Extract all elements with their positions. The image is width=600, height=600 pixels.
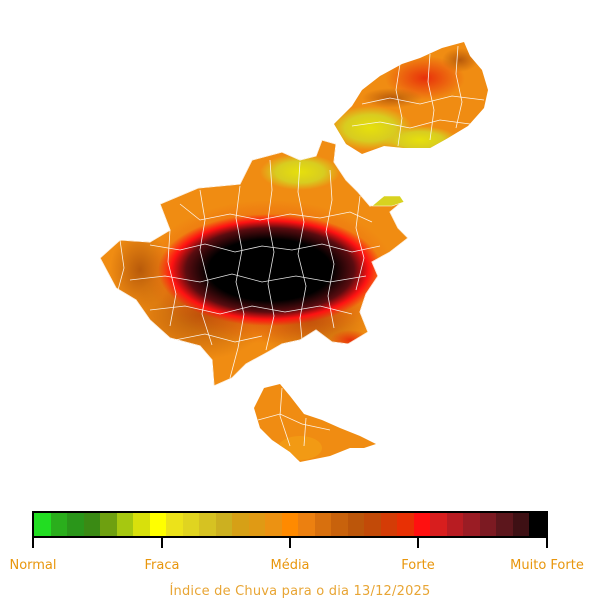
legend-swatch-28 bbox=[496, 513, 513, 536]
legend-swatch-10 bbox=[199, 513, 216, 536]
legend-label-muito-forte: Muito Forte bbox=[510, 558, 584, 573]
legend-swatch-25 bbox=[446, 513, 464, 536]
legend-swatch-26 bbox=[463, 513, 480, 536]
legend-swatch-20 bbox=[364, 513, 381, 536]
legend-swatch-3 bbox=[83, 513, 101, 536]
main-region bbox=[100, 140, 408, 386]
northeast-region bbox=[334, 42, 488, 154]
map-caption: Índice de Chuva para o dia 13/12/2025 bbox=[169, 584, 431, 599]
legend-swatch-22 bbox=[397, 513, 414, 536]
legend-swatch-0 bbox=[34, 513, 51, 536]
south-region bbox=[254, 384, 376, 462]
legend-swatch-7 bbox=[149, 513, 167, 536]
legend-swatch-19 bbox=[347, 513, 365, 536]
rain-index-map bbox=[100, 42, 488, 462]
legend-swatch-14 bbox=[265, 513, 282, 536]
legend-label-normal: Normal bbox=[9, 558, 57, 573]
legend-swatch-8 bbox=[166, 513, 183, 536]
legend-swatch-12 bbox=[232, 513, 249, 536]
legend-swatch-30 bbox=[529, 513, 546, 536]
legend-swatch-27 bbox=[479, 513, 497, 536]
legend-swatch-4 bbox=[100, 513, 117, 536]
legend-swatch-6 bbox=[133, 513, 150, 536]
color-scale-legend bbox=[32, 511, 548, 538]
legend-label-fraca: Fraca bbox=[144, 558, 180, 573]
legend-label-forte: Forte bbox=[401, 558, 435, 573]
legend-swatch-2 bbox=[67, 513, 84, 536]
legend-swatch-18 bbox=[331, 513, 348, 536]
legend-swatch-17 bbox=[314, 513, 332, 536]
legend-swatch-13 bbox=[248, 513, 266, 536]
legend-swatch-11 bbox=[215, 513, 233, 536]
legend-swatch-1 bbox=[50, 513, 68, 536]
legend-label-media: Média bbox=[270, 558, 310, 573]
legend-swatch-9 bbox=[182, 513, 200, 536]
legend-swatch-24 bbox=[430, 513, 447, 536]
legend-swatch-21 bbox=[380, 513, 398, 536]
legend-swatch-29 bbox=[512, 513, 530, 536]
legend-swatch-15 bbox=[281, 513, 299, 536]
legend-swatch-5 bbox=[116, 513, 134, 536]
legend-swatch-16 bbox=[298, 513, 315, 536]
legend-swatch-23 bbox=[413, 513, 431, 536]
